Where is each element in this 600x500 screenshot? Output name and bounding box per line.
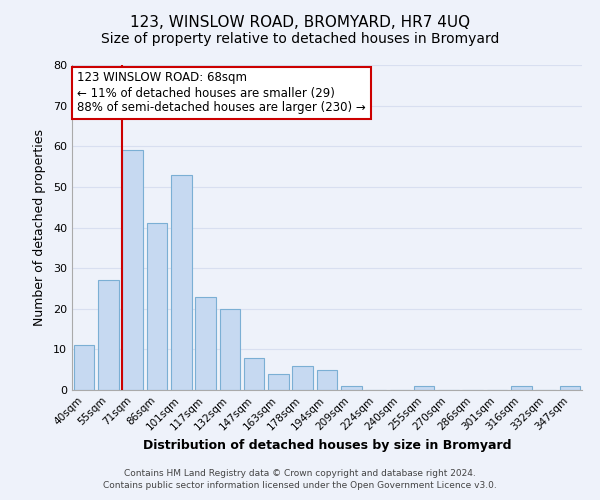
Bar (195, 296, 216, 390)
Bar (74, 346, 94, 390)
Text: Size of property relative to detached houses in Bromyard: Size of property relative to detached ho… (101, 32, 499, 46)
Bar (511, 386, 532, 390)
Text: Contains HM Land Registry data © Crown copyright and database right 2024.
Contai: Contains HM Land Registry data © Crown c… (103, 468, 497, 490)
Bar (122, 150, 143, 390)
Bar (220, 308, 240, 390)
Bar (244, 358, 265, 390)
Bar (98, 280, 119, 390)
Bar (341, 386, 362, 390)
X-axis label: Distribution of detached houses by size in Bromyard: Distribution of detached houses by size … (143, 438, 511, 452)
Bar (268, 374, 289, 390)
Text: 123, WINSLOW ROAD, BROMYARD, HR7 4UQ: 123, WINSLOW ROAD, BROMYARD, HR7 4UQ (130, 15, 470, 30)
Bar (414, 386, 434, 390)
Bar (171, 174, 191, 390)
Bar (292, 366, 313, 390)
Bar (317, 370, 337, 390)
Text: 123 WINSLOW ROAD: 68sqm
← 11% of detached houses are smaller (29)
88% of semi-de: 123 WINSLOW ROAD: 68sqm ← 11% of detache… (77, 72, 366, 114)
Bar (560, 386, 580, 390)
Bar (146, 224, 167, 390)
Y-axis label: Number of detached properties: Number of detached properties (33, 129, 46, 326)
